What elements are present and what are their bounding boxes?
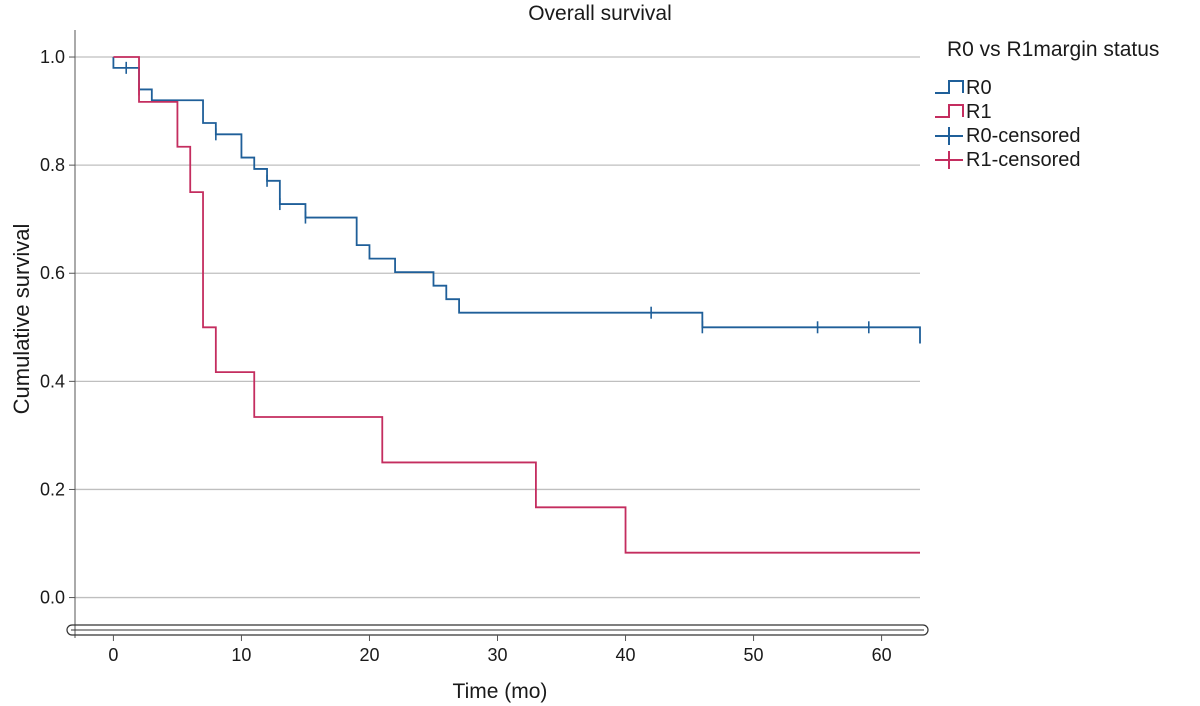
x-tick-label-4: 40 <box>616 645 636 665</box>
x-tick-label-6: 60 <box>872 645 892 665</box>
legend-swatch-r1-censored <box>935 151 963 169</box>
y-tick-label-2: 0.4 <box>40 371 65 391</box>
gridlines <box>75 56 920 599</box>
y-tick-label-0: 0.0 <box>40 588 65 608</box>
y-axis-label: Cumulative survival <box>9 223 34 415</box>
legend-title: R0 vs R1margin status <box>947 38 1160 61</box>
x-tick-label-5: 50 <box>744 645 764 665</box>
legend-label-r1: R1 <box>966 101 992 123</box>
legend-swatch-r0-censored <box>935 127 963 145</box>
y-tick-label-4: 0.8 <box>40 155 65 175</box>
censor-marks <box>125 61 870 334</box>
x-tick-label-0: 0 <box>108 645 118 665</box>
series-group <box>112 56 921 554</box>
legend-swatch-r0 <box>935 80 964 94</box>
legend-label-r0: R0 <box>966 77 992 99</box>
legend-label-r1-censored: R1-censored <box>966 149 1081 171</box>
tick-labels: 0.0 0.2 0.4 0.6 0.8 1.0 0 10 20 30 40 50 60 <box>40 47 892 665</box>
x-tick-label-2: 20 <box>359 645 379 665</box>
x-tick-label-3: 30 <box>487 645 507 665</box>
legend-swatch-r1 <box>935 104 964 118</box>
chart-title: Overall survival <box>528 2 672 25</box>
y-tick-label-5: 1.0 <box>40 47 65 67</box>
x-tick-label-1: 10 <box>231 645 251 665</box>
y-tick-label-1: 0.2 <box>40 479 65 499</box>
y-tick-label-3: 0.6 <box>40 263 65 283</box>
axes <box>66 30 929 638</box>
legend-label-r0-censored: R0-censored <box>966 125 1081 147</box>
series-line-r0 <box>112 57 921 344</box>
series-line-r1 <box>113 56 920 554</box>
x-axis-label: Time (mo) <box>452 680 548 703</box>
